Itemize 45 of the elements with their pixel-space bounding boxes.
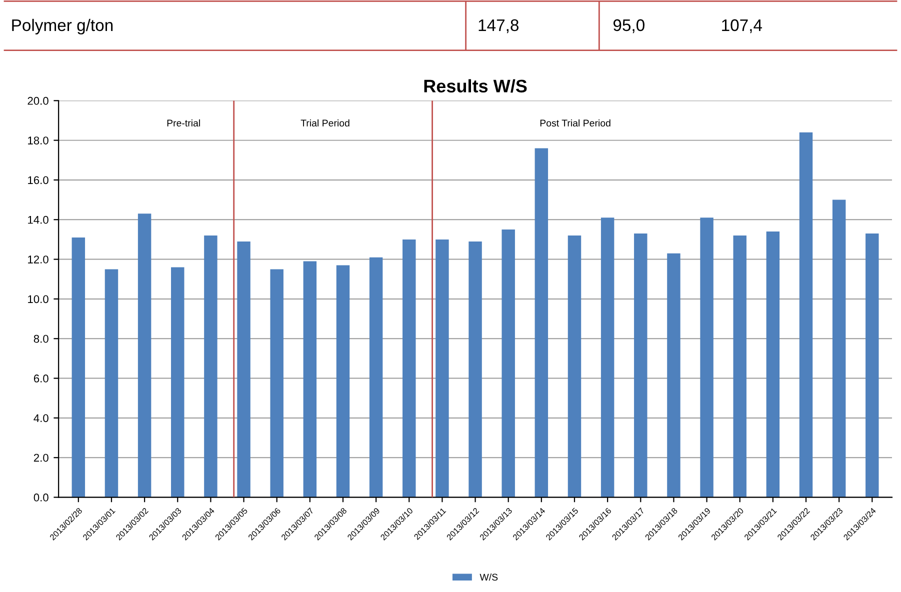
y-tick-label: 20.0 bbox=[28, 96, 48, 105]
y-tick-label: 4.0 bbox=[34, 414, 48, 422]
bar bbox=[866, 234, 879, 498]
bar bbox=[204, 236, 218, 498]
y-tick-label: 14.0 bbox=[28, 216, 48, 224]
text: 107,4 bbox=[722, 19, 762, 34]
bar bbox=[502, 230, 515, 498]
y-tick-label: 2.0 bbox=[34, 454, 48, 462]
bar bbox=[667, 253, 680, 498]
bar bbox=[402, 239, 416, 498]
bar bbox=[600, 218, 614, 498]
text: 147,8 bbox=[478, 19, 519, 34]
bar bbox=[369, 257, 383, 498]
bar bbox=[171, 267, 184, 498]
text: Polymer g/ton bbox=[12, 18, 113, 34]
y-tick-label: 10.0 bbox=[28, 295, 48, 304]
bar bbox=[799, 132, 813, 498]
y-tick-label: 6.0 bbox=[34, 374, 48, 382]
annotation: Post Trial Period bbox=[540, 119, 610, 127]
bar bbox=[237, 241, 250, 498]
bar bbox=[436, 239, 449, 498]
y-tick-label: 18.0 bbox=[28, 136, 48, 144]
bar bbox=[303, 261, 317, 498]
bar bbox=[700, 218, 714, 498]
y-tick-label: 12.0 bbox=[28, 256, 48, 264]
y-tick-label: 8.0 bbox=[34, 334, 48, 343]
bar bbox=[336, 265, 350, 498]
annotation: Pre-trial bbox=[167, 119, 200, 127]
bar bbox=[733, 236, 746, 498]
text: 95,0 bbox=[613, 19, 644, 34]
bar bbox=[72, 237, 86, 498]
bar bbox=[270, 269, 284, 498]
bar bbox=[568, 236, 582, 498]
bar bbox=[138, 214, 152, 498]
bar bbox=[534, 148, 548, 498]
bar bbox=[468, 241, 482, 498]
y-tick-label: 16.0 bbox=[28, 176, 48, 184]
legend-label: W/S bbox=[480, 573, 498, 581]
chart-title: Results W/S bbox=[424, 79, 527, 93]
bar bbox=[766, 232, 780, 498]
annotation: Trial Period bbox=[300, 119, 350, 127]
bar bbox=[832, 200, 846, 498]
bar bbox=[634, 234, 648, 498]
bar bbox=[104, 269, 118, 498]
y-tick-label: 0.0 bbox=[34, 494, 48, 502]
